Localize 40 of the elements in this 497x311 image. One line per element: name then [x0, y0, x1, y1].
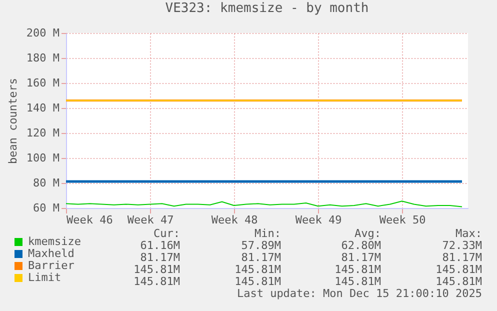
text: 145.81M [334, 275, 381, 288]
y-axis-title: bean counters [6, 78, 20, 164]
y-tick-label: 180 M [26, 52, 60, 64]
y-tick-label: 160 M [26, 76, 60, 90]
text: Min: [254, 227, 281, 240]
y-tick-label: 200 M [26, 26, 60, 40]
y-tick-label: 100 M [26, 152, 60, 164]
text: 145.81M [134, 275, 180, 288]
text: 81.17M [341, 251, 381, 264]
text: 145.81M [436, 263, 482, 276]
text: 61.16M [140, 239, 180, 252]
chart-title: VE323: kmemsize - by month [165, 1, 369, 16]
legend-label: kmemsize [28, 235, 81, 248]
legend-label: Maxheld [28, 247, 74, 260]
text: 57.89M [241, 239, 281, 252]
text: Max: [456, 227, 482, 240]
x-tick-label: Week 47 [127, 214, 174, 226]
text: 81.17M [241, 251, 281, 264]
text: Cur: [154, 227, 180, 240]
x-tick-label: Week 48 [211, 214, 258, 226]
text: 145.81M [134, 263, 180, 276]
legend-label: Barrier [28, 259, 75, 272]
x-tick-label: Week 50 [379, 214, 426, 226]
text: 145.81M [436, 275, 482, 288]
x-tick-label: Week 49 [295, 214, 342, 226]
text: 81.17M [442, 251, 482, 264]
text: 62.80M [341, 239, 381, 252]
y-tick-label: 60 M [33, 202, 60, 214]
text: Last update: Mon Dec 15 21:00:10 2025 [236, 287, 482, 300]
text: 145.81M [234, 275, 281, 288]
y-tick-label: 140 M [26, 102, 60, 114]
text: 145.81M [334, 263, 381, 276]
x-tick-label: Week 46 [66, 214, 113, 226]
y-tick-label: 120 M [26, 126, 60, 140]
text: Avg: [354, 227, 381, 240]
text: 72.33M [442, 239, 482, 252]
text: 145.81M [234, 263, 281, 276]
legend-label: Limit [28, 271, 62, 284]
text: 81.17M [140, 251, 180, 264]
y-tick-label: 80 M [33, 176, 60, 190]
